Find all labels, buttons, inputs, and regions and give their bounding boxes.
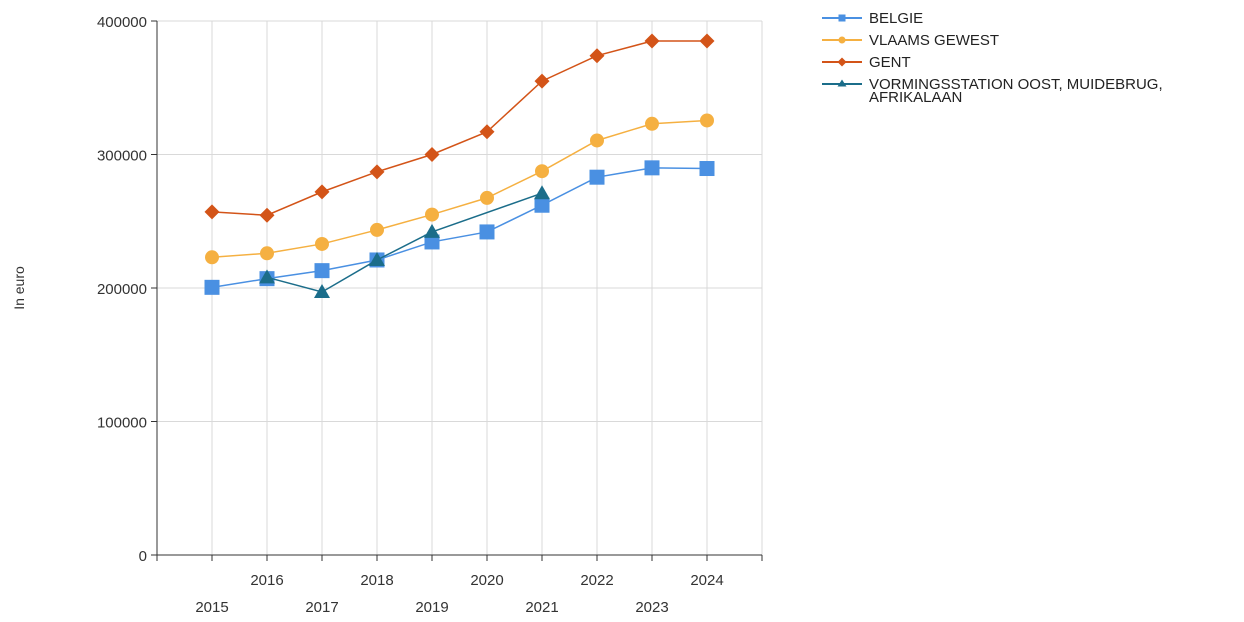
data-point [259,207,275,223]
data-point [535,164,549,179]
x-tick-label: 2018 [360,572,393,589]
series-gent [204,33,715,223]
legend-swatch-marker [838,36,846,44]
legend-swatch-marker [837,79,847,87]
data-point [204,279,220,295]
series-belgie [204,160,715,295]
x-tick-label: 2019 [415,599,448,616]
data-point [260,246,274,261]
data-point [699,33,715,49]
series-line [211,40,707,217]
legend-label: VLAAMS GEWEST [869,32,999,49]
data-point [314,184,330,200]
series-layer [204,33,715,299]
data-point [425,207,439,222]
legend-label: BELGIE [869,10,923,27]
series-line [211,167,708,289]
legend-item: VORMINGSSTATION OOST, MUIDEBRUG,AFRIKALA… [822,76,1163,106]
data-point [369,251,385,266]
legend-item: BELGIE [822,10,923,27]
legend-label: AFRIKALAAN [869,89,962,106]
data-point [369,164,385,180]
grid [157,20,763,555]
data-point [590,133,604,148]
data-point [534,73,550,89]
series-vlaams-gewest [205,113,714,265]
data-point [534,197,550,213]
data-point [479,124,495,140]
data-point [700,113,714,128]
data-point [424,234,440,250]
data-point [534,185,550,200]
x-tick-label: 2023 [635,599,668,616]
legend: BELGIE VLAAMS GEWEST GENT VORMINGSSTATION O… [822,10,1163,106]
legend-swatch-marker [838,14,846,22]
data-point [314,263,330,279]
data-point [699,161,715,177]
x-tick-label: 2024 [690,572,723,589]
data-point [370,222,384,237]
data-point [589,169,605,185]
data-point [644,33,660,49]
y-tick-label: 400000 [97,14,147,31]
data-point [589,48,605,64]
x-tick-label: 2020 [470,572,503,589]
data-point [205,250,219,265]
legend-item: GENT [822,54,911,71]
data-point [204,204,220,220]
series-vormingsstation-oost-muidebrug-afrikalaan [259,185,550,299]
x-tick-label: 2017 [305,599,338,616]
y-tick-label: 300000 [97,148,147,165]
data-point [424,147,440,162]
y-tick-label: 0 [139,548,147,565]
y-axis-label: In euro [11,266,27,310]
legend-swatch-marker [837,57,847,67]
series-line [266,192,543,293]
data-point [424,223,440,238]
data-point [644,160,660,176]
series-line [211,119,708,259]
legend-label: VORMINGSSTATION OOST, MUIDEBRUG, [869,76,1163,93]
x-tick-label: 2016 [250,572,283,589]
x-tick-label: 2022 [580,572,613,589]
legend-label: GENT [869,54,911,71]
data-point [259,269,275,284]
y-tick-label: 100000 [97,415,147,432]
data-point [479,224,495,240]
x-tick-label: 2021 [525,599,558,616]
data-point [645,116,659,131]
x-tick-label: 2015 [195,599,228,616]
axes: 0 100000 200000 300000 400000 2015 2016 2017 201… [97,14,763,616]
data-point [315,236,329,251]
data-point [480,190,494,205]
legend-item: VLAAMS GEWEST [822,32,999,49]
data-point [314,284,330,299]
y-tick-label: 200000 [97,281,147,298]
